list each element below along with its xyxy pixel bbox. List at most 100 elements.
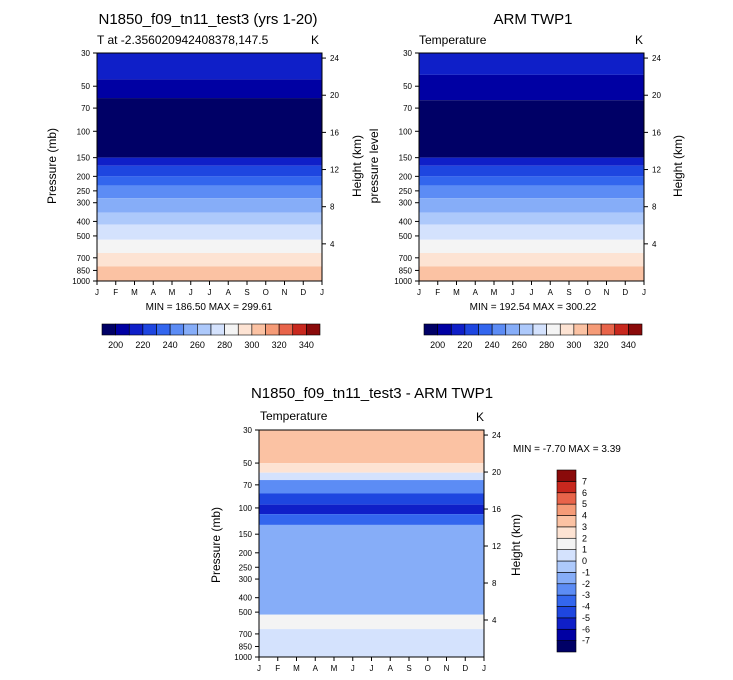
y-tick-label: 500 — [77, 232, 91, 241]
y-tick-label: 300 — [399, 199, 413, 208]
contour-band — [259, 463, 484, 473]
x-tick-label: N — [282, 288, 288, 297]
contour-band — [97, 157, 322, 166]
panel-subtitle-right: K — [635, 33, 643, 47]
colorbar-swatch — [210, 323, 225, 336]
y-tick-label: 100 — [239, 504, 253, 513]
x-tick-label: A — [388, 664, 394, 673]
contour-band — [419, 266, 644, 281]
colorbar-label: 200 — [430, 340, 445, 350]
colorbar-swatch — [587, 323, 602, 336]
contour-band — [97, 165, 322, 177]
colorbar-swatch — [556, 469, 577, 482]
x-tick-label: M — [293, 664, 300, 673]
colorbar-swatch — [532, 323, 547, 336]
y-tick-label: 1000 — [72, 277, 90, 286]
contour-band — [259, 430, 484, 464]
y-tick-label: 50 — [403, 82, 412, 91]
colorbar-swatch — [573, 323, 588, 336]
y-tick-right-label: 20 — [330, 91, 339, 100]
x-tick-label: A — [548, 288, 554, 297]
x-tick-label: F — [113, 288, 118, 297]
colorbar-swatch — [556, 583, 577, 596]
x-tick-label: M — [453, 288, 460, 297]
y-tick-label: 850 — [239, 642, 253, 651]
colorbar-label: 4 — [582, 511, 587, 521]
x-tick-label: F — [275, 664, 280, 673]
contour-band — [259, 614, 484, 630]
colorbar-swatch — [156, 323, 171, 336]
colorbar-swatch — [423, 323, 438, 336]
colorbar-label: -3 — [582, 590, 590, 600]
contour-band — [419, 165, 644, 177]
y-tick-right-label: 16 — [492, 505, 501, 514]
y-tick-label: 1000 — [234, 653, 252, 662]
contour-band — [419, 224, 644, 240]
x-tick-label: M — [169, 288, 176, 297]
colorbar-label: 320 — [272, 340, 287, 350]
colorbar-swatch — [556, 492, 577, 505]
contour-band — [259, 472, 484, 481]
contour-band — [259, 480, 484, 494]
y-tick-label: 400 — [399, 217, 413, 226]
contour-band — [97, 239, 322, 253]
colorbar-swatch — [142, 323, 157, 336]
colorbar-swatch — [600, 323, 616, 336]
min-max-stats: MIN = 186.50 MAX = 299.61 — [146, 302, 273, 313]
colorbar-swatch — [556, 628, 577, 641]
x-tick-label: J — [370, 664, 374, 673]
x-tick-label: J — [320, 288, 324, 297]
colorbar-swatch — [505, 323, 520, 336]
colorbar-label: 320 — [594, 340, 609, 350]
x-tick-label: D — [300, 288, 306, 297]
colorbar-swatch — [556, 549, 577, 562]
x-tick-label: J — [189, 288, 193, 297]
colorbar-swatch — [169, 323, 185, 336]
panel-subtitle-left: T at -2.356020942408378,147.5 — [97, 33, 269, 47]
y-axis-label-right: Height (km) — [350, 135, 364, 197]
y-tick-right-label: 16 — [652, 128, 661, 137]
y-axis-label: Pressure (mb) — [209, 507, 223, 583]
y-tick-label: 50 — [81, 82, 90, 91]
colorbar-swatch — [556, 640, 577, 653]
colorbar-swatch — [183, 323, 198, 336]
colorbar-label: -4 — [582, 602, 590, 612]
y-tick-label: 70 — [403, 104, 412, 113]
y-tick-label: 150 — [77, 154, 91, 163]
panel-diff: N1850_f09_tn11_test3 - ARM TWP1 Temperat… — [209, 385, 621, 673]
contour-band — [259, 514, 484, 525]
y-tick-label: 850 — [77, 266, 91, 275]
colorbar-swatch — [556, 526, 577, 539]
x-tick-label: J — [511, 288, 515, 297]
y-tick-label: 400 — [239, 594, 253, 603]
y-tick-label: 200 — [399, 172, 413, 181]
contour-band — [97, 224, 322, 240]
contour-band — [97, 266, 322, 281]
contour-band — [419, 157, 644, 166]
x-tick-label: J — [530, 288, 534, 297]
x-tick-label: O — [585, 288, 591, 297]
colorbar-label: 7 — [582, 476, 587, 486]
y-tick-label: 400 — [77, 217, 91, 226]
x-tick-label: J — [482, 664, 486, 673]
contour-band — [419, 185, 644, 199]
panel-title: ARM TWP1 — [494, 11, 573, 28]
x-tick-label: D — [462, 664, 468, 673]
contour-band — [97, 53, 322, 80]
contour-band — [97, 176, 322, 186]
y-tick-label: 100 — [399, 127, 413, 136]
y-tick-label: 300 — [239, 575, 253, 584]
y-tick-label: 150 — [239, 530, 253, 539]
colorbar-label: 0 — [582, 556, 587, 566]
y-tick-label: 70 — [243, 481, 252, 490]
y-tick-right-label: 4 — [652, 240, 657, 249]
y-tick-label: 500 — [239, 608, 253, 617]
colorbar-label: 260 — [512, 340, 527, 350]
contour-band — [419, 252, 644, 267]
colorbar-label: 260 — [190, 340, 205, 350]
colorbar-swatch — [556, 606, 577, 619]
contour-band — [419, 212, 644, 225]
colorbar-swatch — [556, 481, 577, 494]
y-tick-right-label: 8 — [330, 203, 335, 212]
x-tick-label: A — [473, 288, 479, 297]
